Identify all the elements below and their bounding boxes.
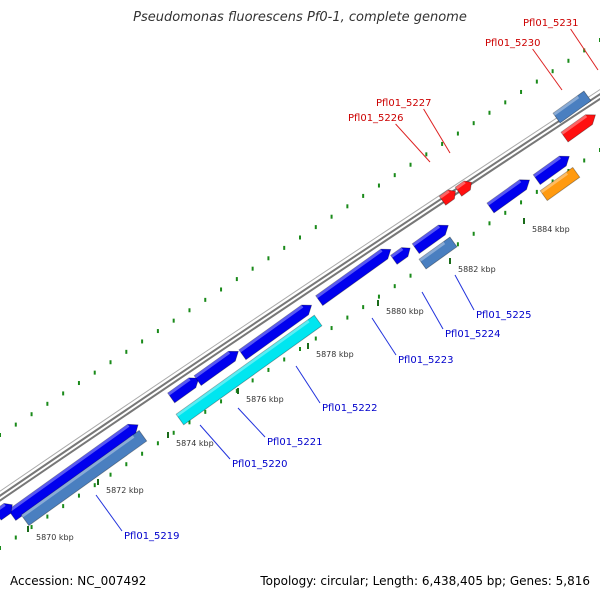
leader-line — [570, 28, 599, 71]
gene-5227 — [454, 180, 472, 197]
leader-line — [421, 291, 444, 330]
gene-5222-shape — [238, 304, 313, 361]
gene-edge — [0, 502, 13, 521]
gene-5220a-highlight — [167, 377, 191, 396]
gene-5229 — [532, 155, 570, 186]
gene-label: Pfl01_5227 — [376, 98, 432, 109]
gene-5223-highlight — [315, 249, 383, 299]
gene-5221-rev — [175, 314, 323, 426]
gene-5225a-highlight — [412, 225, 441, 247]
tick-label: 5876 kbp — [246, 395, 284, 404]
leader-line — [237, 407, 266, 438]
gene-5231-rev — [552, 90, 592, 124]
gene-orange-shape — [539, 166, 581, 202]
gene-5227-shape — [454, 180, 472, 197]
gene-5230-shape — [560, 114, 596, 143]
leader-line — [423, 108, 451, 154]
gene-5225a — [411, 224, 449, 255]
gene-5225a-shape — [411, 224, 449, 255]
gene-5219-rev — [20, 429, 148, 527]
tick-label: 5874 kbp — [176, 439, 214, 448]
gene-5225-rev — [418, 236, 458, 270]
gene-5227-highlight — [455, 180, 466, 190]
gene-5219-rev-highlight — [21, 435, 135, 518]
gene-5228-highlight — [486, 179, 522, 206]
gene-orange — [539, 166, 581, 202]
gene-5221a-highlight — [194, 351, 231, 379]
tick-label: 5880 kbp — [386, 307, 424, 316]
gene-label: Pfl01_5222 — [322, 403, 378, 414]
gene-edge-highlight — [0, 503, 6, 513]
gene-5229-highlight — [533, 156, 562, 178]
gene-5220a-shape — [167, 377, 200, 404]
gene-5229-shape — [532, 155, 570, 186]
backbone-inner — [0, 95, 600, 500]
gene-label: Pfl01_5223 — [398, 355, 454, 366]
genome-stats: Topology: circular; Length: 6,438,405 bp… — [260, 574, 590, 588]
leader-line — [371, 317, 397, 356]
backbone-edge — [0, 88, 600, 492]
tick-label: 5884 kbp — [532, 225, 570, 234]
tick-label: 5872 kbp — [106, 486, 144, 495]
gene-5226-highlight — [439, 189, 450, 199]
gene-5221-rev-highlight — [176, 319, 310, 417]
gene-orange-highlight — [540, 172, 569, 194]
gene-5225-rev-shape — [418, 236, 458, 270]
gene-5224a — [390, 247, 411, 265]
gene-5221a — [193, 350, 239, 386]
leader-line — [199, 424, 231, 460]
gene-label: Pfl01_5221 — [267, 437, 323, 448]
gene-edge-shape — [0, 502, 13, 521]
gene-5225-rev-highlight — [419, 241, 446, 262]
gene-5222-highlight — [238, 305, 304, 353]
gene-5228 — [486, 179, 531, 214]
gene-5231-rev-shape — [552, 90, 592, 124]
gene-label: Pfl01_5224 — [445, 329, 501, 340]
gene-label: Pfl01_5219 — [124, 531, 180, 542]
gene-5223-shape — [315, 248, 392, 307]
leader-line — [532, 48, 563, 91]
gene-label: Pfl01_5225 — [476, 310, 532, 321]
leader-line — [454, 274, 475, 311]
gene-label: Pfl01_5230 — [485, 38, 541, 49]
gene-label: Pfl01_5226 — [348, 113, 404, 124]
gene-5230-highlight — [561, 114, 588, 135]
gene-5224a-highlight — [390, 247, 404, 258]
gene-5219-shape — [7, 423, 139, 521]
gene-5226 — [438, 189, 456, 206]
gene-5230 — [560, 114, 596, 143]
leader-line — [95, 494, 123, 532]
gene-5221-rev-shape — [175, 314, 323, 426]
tick-label: 5878 kbp — [316, 350, 354, 359]
tick-label: 5870 kbp — [36, 533, 74, 542]
gene-5231-rev-highlight — [553, 95, 580, 116]
gene-label: Pfl01_5220 — [232, 459, 288, 470]
gene-5224a-shape — [390, 247, 411, 265]
leader-line — [295, 365, 321, 404]
gene-5219 — [7, 423, 139, 521]
gene-5221a-shape — [193, 350, 239, 386]
gene-5219-rev-shape — [20, 429, 148, 527]
gene-5220a — [167, 377, 200, 404]
tick-label: 5882 kbp — [458, 265, 496, 274]
leader-line — [395, 123, 431, 163]
gene-5226-shape — [438, 189, 456, 206]
gene-label: Pfl01_5231 — [523, 18, 579, 29]
gene-5223 — [315, 248, 392, 307]
gene-5228-shape — [486, 179, 531, 214]
map-title: Pseudomonas fluorescens Pf0-1, complete … — [133, 10, 467, 25]
gene-5219-highlight — [8, 424, 130, 513]
accession-label: Accession: NC_007492 — [10, 574, 147, 588]
gene-5222 — [238, 304, 313, 361]
